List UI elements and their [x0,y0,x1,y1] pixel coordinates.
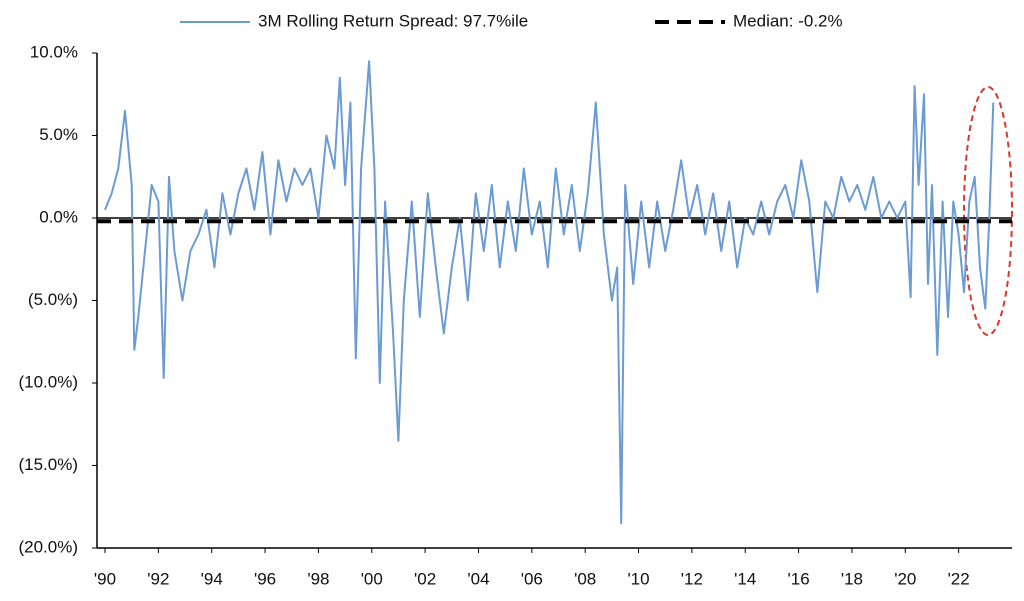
x-tick-label: '04 [467,569,489,588]
x-tick-label: '20 [894,569,916,588]
legend-label: 3M Rolling Return Spread: 97.7%ile [258,11,528,30]
series-line [104,60,995,525]
x-tick-label: '02 [414,569,436,588]
y-tick-label: 10.0% [30,42,78,61]
x-tick-label: '98 [307,569,329,588]
x-tick-label: '22 [948,569,970,588]
x-tick-label: '10 [627,569,649,588]
legend-label: Median: -0.2% [733,11,843,30]
x-tick-label: '18 [841,569,863,588]
highlight-ellipse [963,86,1013,336]
x-tick-label: '16 [788,569,810,588]
x-tick-label: '14 [734,569,756,588]
x-tick-label: '94 [201,569,223,588]
x-tick-label: '92 [147,569,169,588]
y-tick-label: (10.0%) [18,372,78,391]
x-tick-label: '12 [681,569,703,588]
y-tick-label: 5.0% [39,125,78,144]
y-tick-label: 0.0% [39,207,78,226]
y-tick-label: (15.0%) [18,455,78,474]
x-tick-label: '96 [254,569,276,588]
y-tick-label: (5.0%) [28,290,78,309]
x-tick-label: '90 [94,569,116,588]
y-tick-label: (20.0%) [18,537,78,556]
x-tick-label: '06 [521,569,543,588]
x-tick-label: '00 [361,569,383,588]
x-tick-label: '08 [574,569,596,588]
